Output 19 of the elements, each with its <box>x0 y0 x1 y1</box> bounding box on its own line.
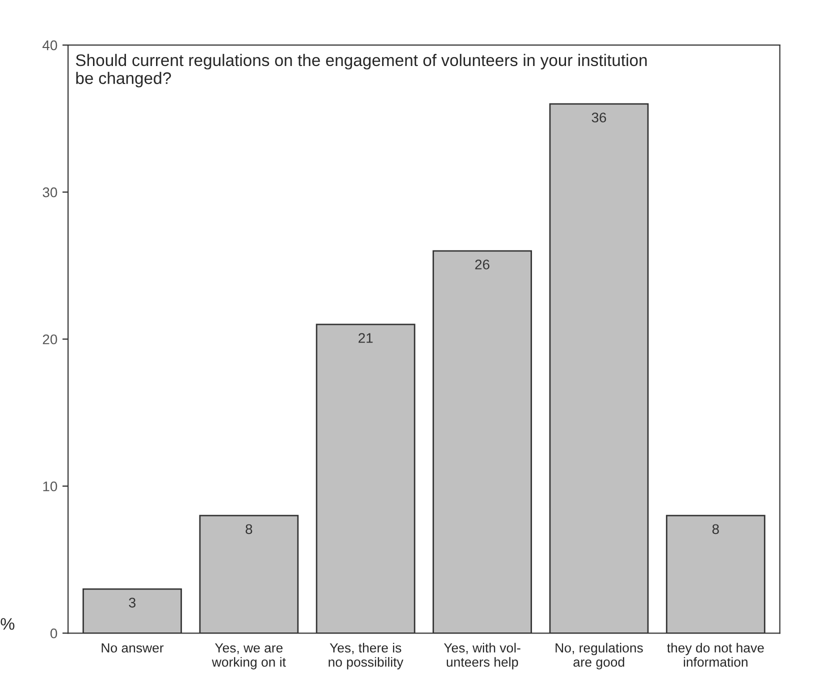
y-tick-label: 20 <box>42 334 58 344</box>
y-tick-label: 30 <box>42 187 58 198</box>
text: Should current regulations on the engagement of volunteers in your institution be changed? <box>76 54 647 88</box>
data-label: 3 <box>128 598 136 608</box>
x-tick-label: they do not have information <box>667 642 764 667</box>
y-axis-title: % <box>0 618 14 630</box>
data-label: 8 <box>246 524 252 534</box>
y-tick-label: 40 <box>42 40 58 50</box>
x-tick-label: Yes, there is no possibility <box>328 642 404 670</box>
x-tick-label: No, regulations are good <box>556 642 643 670</box>
data-label: 8 <box>712 524 719 534</box>
x-tick-label: No answer <box>102 643 164 653</box>
y-tick-label: 10 <box>43 481 58 492</box>
x-tick-label: Yes, with vol- unteers help <box>444 642 520 670</box>
data-label: 21 <box>358 333 373 343</box>
y-tick-label: 0 <box>50 628 58 638</box>
data-label: 36 <box>592 112 606 122</box>
data-label: 26 <box>475 260 490 270</box>
x-tick-label: Yes, we are working on it <box>212 643 286 670</box>
